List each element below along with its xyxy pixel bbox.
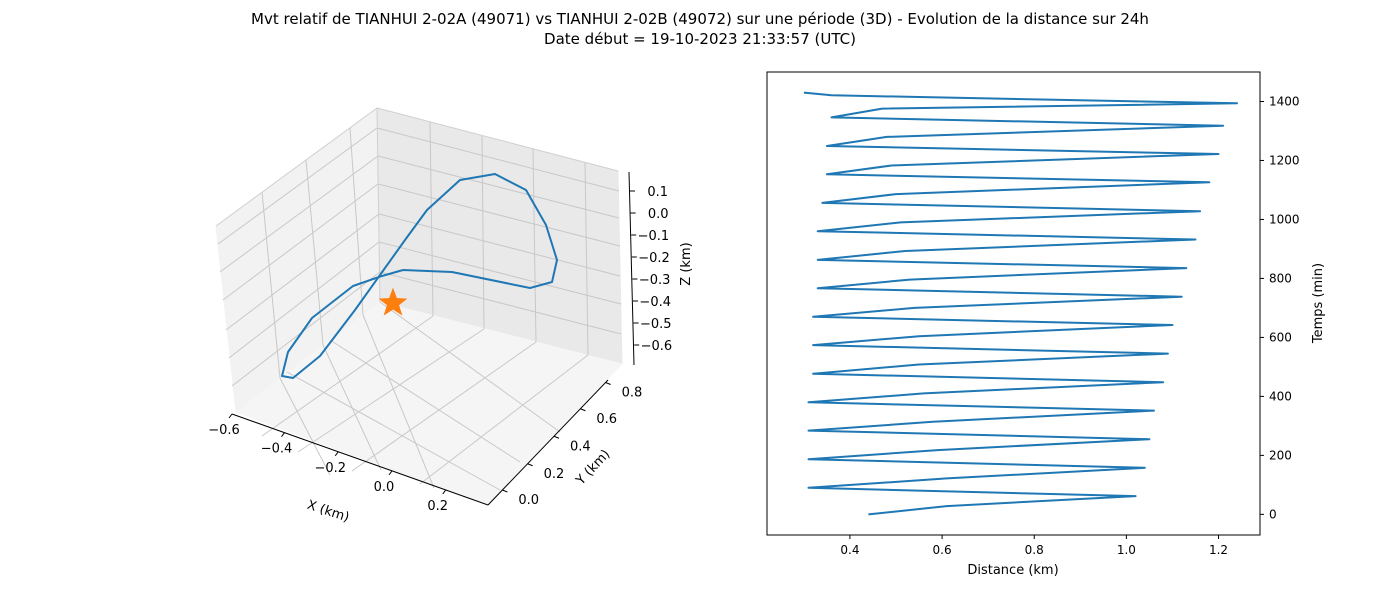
y-tick xyxy=(553,435,560,439)
x-tick-label: 0.4 xyxy=(840,543,859,557)
y-ticks: 0 200 400 600 800 1000 1200 1400 xyxy=(1260,94,1300,521)
y-tick-label: 400 xyxy=(1269,389,1292,403)
trajectory-line xyxy=(281,173,558,379)
y-tick-label: 0 xyxy=(1269,507,1277,521)
ticks-3d xyxy=(228,190,640,495)
z-tick-label: 0.1 xyxy=(647,185,668,200)
x-tick-label: −0.2 xyxy=(314,461,346,476)
x-ticks: 0.4 0.6 0.8 1.0 1.2 xyxy=(840,535,1228,557)
z-axis-line xyxy=(628,171,635,366)
x-tick-label: 1.2 xyxy=(1209,543,1228,557)
y-tick-label: 1200 xyxy=(1269,153,1300,167)
y-tick-label: 0.0 xyxy=(518,493,539,508)
chart-title: Mvt relatif de TIANHUI 2-02A (49071) vs … xyxy=(251,10,1149,28)
y-axis-line xyxy=(487,379,609,506)
y-tick-label: 800 xyxy=(1269,271,1292,285)
x-axis-label: Distance (km) xyxy=(967,563,1058,578)
y-tick xyxy=(580,408,586,412)
x-tick-label: 1.0 xyxy=(1117,543,1136,557)
y-tick-label: 1400 xyxy=(1269,94,1300,108)
y-tick xyxy=(605,382,611,385)
pane-edges xyxy=(215,107,619,303)
origin-star-marker xyxy=(378,287,408,316)
y-tick-label: 200 xyxy=(1269,448,1292,462)
grid-3d xyxy=(217,121,622,491)
x-tick-label: −0.4 xyxy=(261,442,293,457)
x-tick xyxy=(228,413,233,419)
y-tick-label: 0.2 xyxy=(544,467,565,482)
z-tick-label: −0.4 xyxy=(639,295,671,310)
x-tick-label: 0.8 xyxy=(1025,543,1044,557)
y-tick-label: 1000 xyxy=(1269,212,1300,226)
y-axis-label: Temps (min) xyxy=(1311,263,1326,344)
z-tick-label: −0.5 xyxy=(640,317,672,332)
x-tick xyxy=(442,489,447,495)
y-tick-label: 0.6 xyxy=(596,412,617,427)
y-tick xyxy=(502,489,508,493)
y-tick-label: 600 xyxy=(1269,330,1292,344)
x-tick xyxy=(281,432,285,437)
x-tick-label: 0.2 xyxy=(427,499,448,514)
series-line xyxy=(803,91,1238,516)
z-tick-label: −0.3 xyxy=(639,273,671,288)
tick-labels-3d: −0.6 −0.4 −0.2 0.0 0.2 0.0 0.2 0.4 0.6 0.8 0.1 0.0 −… xyxy=(208,185,672,514)
y-tick-label: 0.4 xyxy=(570,439,591,454)
z-axis-label: Z (km) xyxy=(679,242,694,285)
plot-frame xyxy=(766,71,1261,536)
z-tick-label: −0.2 xyxy=(638,251,670,266)
y-tick xyxy=(527,463,533,467)
x-tick-label: −0.6 xyxy=(208,423,240,438)
x-tick xyxy=(388,470,393,476)
z-tick-label: 0.0 xyxy=(648,207,669,222)
x-tick-label: 0.6 xyxy=(933,543,952,557)
y-tick-label: 0.8 xyxy=(622,386,643,401)
x-tick-label: 0.0 xyxy=(374,480,395,495)
x-tick xyxy=(334,451,339,457)
z-tick-label: −0.6 xyxy=(641,339,673,354)
chart-subtitle: Date début = 19-10-2023 21:33:57 (UTC) xyxy=(544,30,856,48)
z-tick-label: −0.1 xyxy=(638,229,670,244)
